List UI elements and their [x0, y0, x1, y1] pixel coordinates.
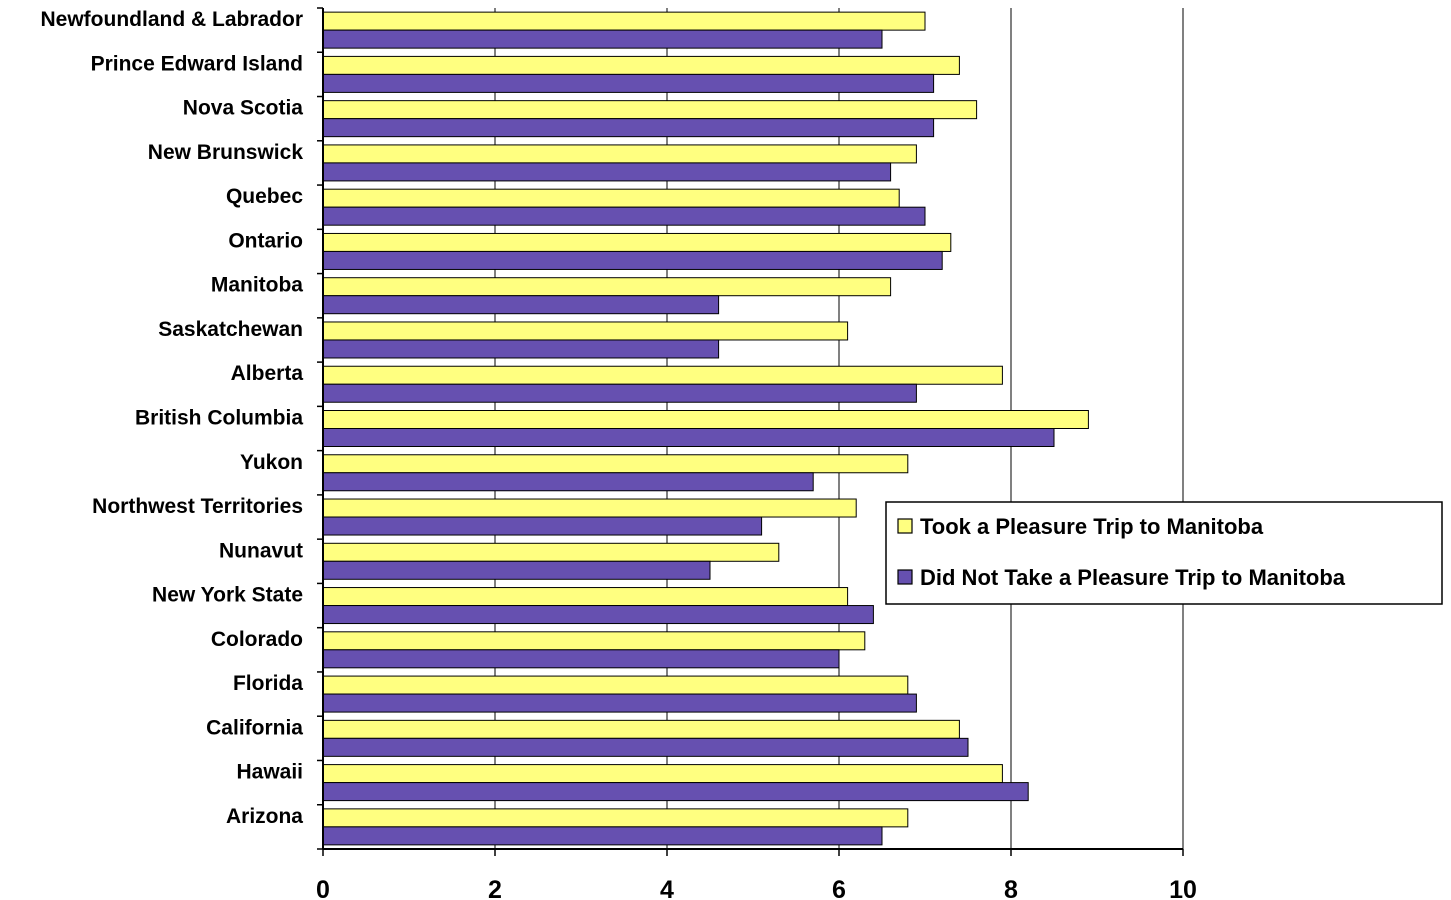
bar-prince-edward-island-did-not-take-trip: [322, 73, 935, 93]
category-label-british-columbia: British Columbia: [135, 407, 303, 430]
bar-newfoundland-and-labrador-took-trip: [322, 11, 926, 31]
bar-saskatchewan-took-trip: [322, 321, 849, 341]
category-label-saskatchewan: Saskatchewan: [158, 318, 303, 341]
category-label-yukon: Yukon: [240, 451, 303, 474]
bar-nova-scotia-did-not-take-trip: [322, 118, 935, 138]
bar-new-brunswick-took-trip: [322, 144, 917, 164]
legend-swatch-took-trip: [897, 518, 913, 534]
category-label-manitoba: Manitoba: [211, 274, 303, 297]
category-label-northwest-territories: Northwest Territories: [92, 495, 303, 518]
category-label-california: California: [206, 716, 303, 739]
category-label-newfoundland-and-labrador: Newfoundland & Labrador: [41, 8, 304, 31]
bar-alberta-did-not-take-trip: [322, 383, 917, 403]
bars: [322, 11, 1089, 846]
x-tick-label-0: 0: [316, 876, 330, 900]
bar-california-took-trip: [322, 719, 960, 739]
category-label-florida: Florida: [233, 672, 303, 695]
bar-new-york-state-did-not-take-trip: [322, 605, 874, 625]
category-labels: Newfoundland & Labrador Prince Edward Isl…: [41, 8, 304, 828]
bar-colorado-did-not-take-trip: [322, 649, 840, 669]
bar-nunavut-did-not-take-trip: [322, 560, 711, 580]
category-label-ontario: Ontario: [228, 229, 303, 252]
bar-yukon-took-trip: [322, 454, 909, 474]
bar-nova-scotia-took-trip: [322, 100, 978, 120]
bar-northwest-territories-took-trip: [322, 498, 857, 518]
legend: Took a Pleasure Trip to Manitoba Did Not…: [885, 501, 1443, 605]
legend-label-took-trip: Took a Pleasure Trip to Manitoba: [920, 514, 1264, 539]
legend-label-did-not-take-trip: Did Not Take a Pleasure Trip to Manitoba: [920, 565, 1346, 590]
category-label-new-york-state: New York State: [152, 584, 303, 607]
category-label-colorado: Colorado: [211, 628, 303, 651]
x-tick-label-2: 2: [488, 876, 502, 900]
bar-hawaii-did-not-take-trip: [322, 782, 1029, 802]
x-tick-label-10: 10: [1169, 876, 1197, 900]
bar-newfoundland-and-labrador-did-not-take-trip: [322, 29, 883, 49]
category-label-arizona: Arizona: [226, 805, 303, 828]
x-tick-labels: 0 2 4 6 8 10: [316, 876, 1197, 900]
bar-manitoba-took-trip: [322, 277, 892, 297]
category-label-nunavut: Nunavut: [219, 539, 303, 562]
category-label-hawaii: Hawaii: [236, 761, 303, 784]
bar-nunavut-took-trip: [322, 542, 780, 562]
category-label-quebec: Quebec: [226, 185, 303, 208]
x-tick-label-4: 4: [660, 876, 674, 900]
bar-arizona-did-not-take-trip: [322, 826, 883, 846]
bar-northwest-territories-did-not-take-trip: [322, 516, 763, 536]
x-tick-label-6: 6: [832, 876, 846, 900]
bar-prince-edward-island-took-trip: [322, 55, 960, 75]
bar-florida-did-not-take-trip: [322, 693, 917, 713]
legend-swatch-did-not-take-trip: [897, 569, 913, 585]
bar-quebec-took-trip: [322, 188, 900, 208]
category-label-alberta: Alberta: [231, 362, 304, 385]
legend-box: [885, 501, 1443, 605]
bar-colorado-took-trip: [322, 631, 866, 651]
bar-manitoba-did-not-take-trip: [322, 295, 720, 315]
bar-new-york-state-took-trip: [322, 587, 849, 607]
category-label-prince-edward-island: Prince Edward Island: [91, 52, 303, 75]
axes: [317, 7, 1184, 856]
bar-new-brunswick-did-not-take-trip: [322, 162, 892, 182]
bar-british-columbia-did-not-take-trip: [322, 428, 1055, 447]
bar-quebec-did-not-take-trip: [322, 206, 926, 226]
category-label-nova-scotia: Nova Scotia: [183, 97, 304, 120]
bar-ontario-did-not-take-trip: [322, 250, 943, 270]
bar-hawaii-took-trip: [322, 764, 1003, 784]
x-tick-label-8: 8: [1004, 876, 1018, 900]
bar-british-columbia-took-trip: [322, 410, 1089, 429]
category-label-new-brunswick: New Brunswick: [148, 141, 304, 164]
bar-florida-took-trip: [322, 675, 909, 695]
bar-arizona-took-trip: [322, 808, 909, 828]
bar-saskatchewan-did-not-take-trip: [322, 339, 720, 359]
bar-yukon-did-not-take-trip: [322, 472, 814, 492]
bar-california-did-not-take-trip: [322, 737, 969, 757]
bar-ontario-took-trip: [322, 232, 952, 252]
bar-alberta-took-trip: [322, 365, 1003, 385]
